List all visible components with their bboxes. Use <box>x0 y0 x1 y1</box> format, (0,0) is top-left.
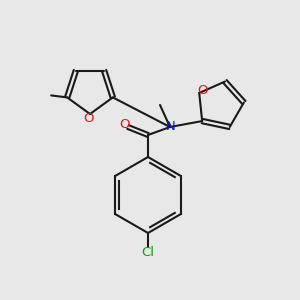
Text: Cl: Cl <box>142 247 154 260</box>
Text: O: O <box>83 112 93 124</box>
Text: N: N <box>166 119 176 133</box>
Text: O: O <box>119 118 129 131</box>
Text: O: O <box>197 83 208 97</box>
